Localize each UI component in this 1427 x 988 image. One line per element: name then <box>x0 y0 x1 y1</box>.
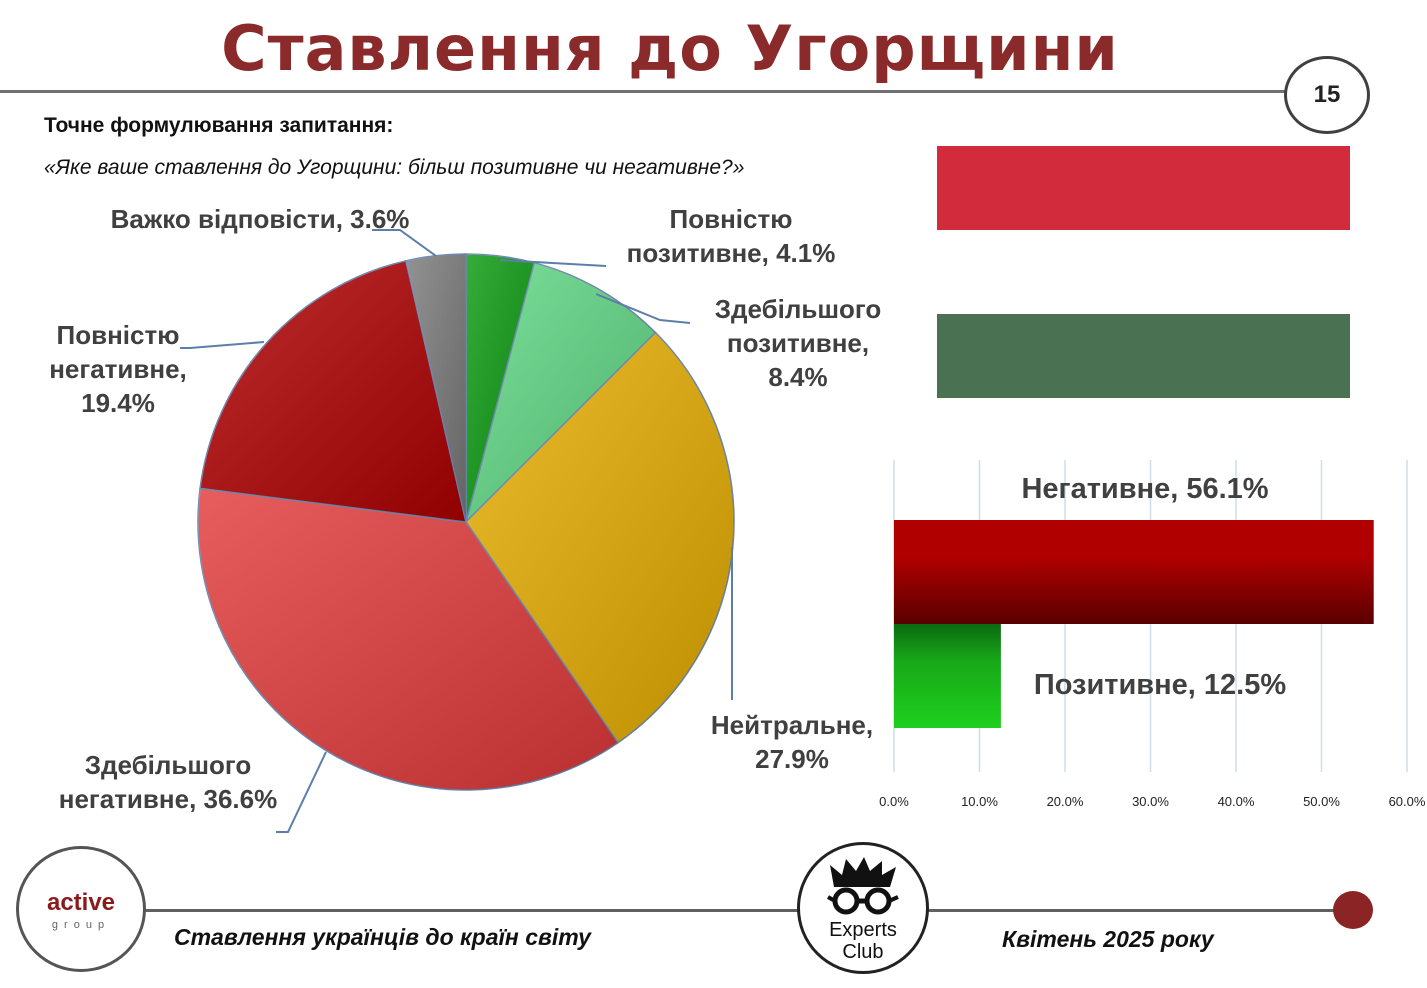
pie-label-mostly-negative: Здебільшого негативне, 36.6% <box>59 750 278 814</box>
legend-box-negative <box>937 146 1350 230</box>
footer-divider <box>130 909 1340 912</box>
pie-slice-shade-neutral <box>466 332 734 743</box>
footer-date: Квітень 2025 року <box>1002 926 1214 952</box>
bar-tick-label: 40.0% <box>1218 794 1255 809</box>
experts-club-logo: Experts Club <box>797 842 929 974</box>
pie-slice-shade-mostly-negative <box>197 488 618 790</box>
pie-label-mostly-positive: Здебільшого позитивне, 8.4% <box>715 294 882 392</box>
question-label: Точне формулювання запитання: <box>44 114 394 137</box>
pie-slice-shade-fully-negative <box>200 260 466 522</box>
pie-label-neutral: Нейтральне, 27.9% <box>711 710 873 774</box>
leader-line-hard-to-say <box>372 229 437 257</box>
page-title: Ставлення до Угорщини <box>221 12 1119 85</box>
logo-subword: group <box>51 919 111 931</box>
bar-tick-label: 30.0% <box>1132 794 1169 809</box>
bar-label-positive: Позитивне, 12.5% <box>1034 669 1286 701</box>
leader-line-mostly-positive <box>595 293 691 324</box>
leader-line-fully-positive <box>499 259 607 267</box>
logo-word: active <box>46 889 116 916</box>
page-number: 15 <box>1284 56 1370 134</box>
bar-chart: Негативне, 56.1% Позитивне, 12.5% 0.0% 10.… <box>879 460 1426 809</box>
bar-tick-label: 50.0% <box>1303 794 1340 809</box>
bar-positive <box>894 624 1001 728</box>
bar-tick-label: 10.0% <box>961 794 998 809</box>
pie-label-fully-negative: Повністю негативне, 19.4% <box>49 320 187 418</box>
footer-survey-title: Ставлення українців до країн світу <box>174 924 591 950</box>
leader-line-fully-negative <box>180 341 265 349</box>
bar-label-negative: Негативне, 56.1% <box>1021 473 1268 505</box>
pie-slice-shade-hard-to-say <box>405 253 466 522</box>
bar-tick-label: 0.0% <box>879 794 909 809</box>
question-text: «Яке ваше ставлення до Угорщини: більш п… <box>44 156 745 179</box>
bar-tick-label: 20.0% <box>1047 794 1084 809</box>
legend-box-positive <box>937 314 1350 398</box>
active-group-logo: active group <box>16 846 146 972</box>
logo-club-word: Club <box>842 941 884 963</box>
pie-label-hard-to-say: Важко відповісти, 3.6% <box>111 204 410 234</box>
bar-tick-label: 60.0% <box>1389 794 1426 809</box>
bar-negative <box>894 520 1374 624</box>
logo-experts-word: Experts <box>829 919 897 941</box>
leader-line-mostly-negative <box>276 751 327 833</box>
pie-label-fully-positive: Повністю позитивне, 4.1% <box>627 204 836 268</box>
footer-end-dot <box>1333 891 1373 929</box>
glasses-face-icon <box>827 857 899 915</box>
header-divider <box>0 90 1290 93</box>
pie-chart: Важко відповісти, 3.6% Повністю позитивне… <box>49 204 882 833</box>
pie-slice-shade-mostly-positive <box>466 262 656 522</box>
